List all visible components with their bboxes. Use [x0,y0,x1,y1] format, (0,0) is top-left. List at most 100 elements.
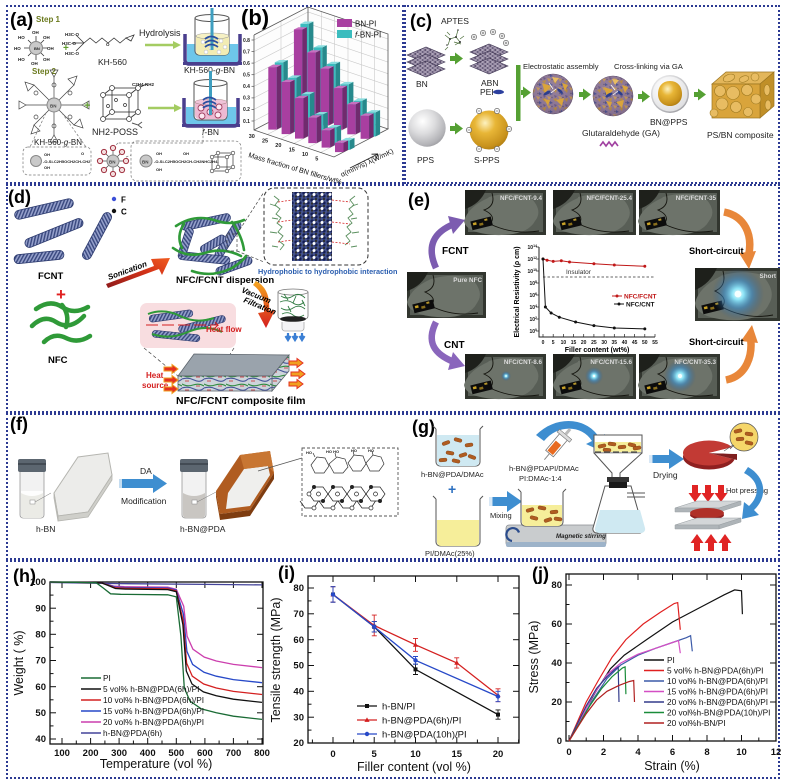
svg-text:(e): (e) [408,190,430,210]
svg-text:-O-Si-C2H5OCH2CH-CH2NHC2H4-: -O-Si-C2H5OCH2CH-CH2NHC2H4- [154,159,219,164]
svg-text:70: 70 [35,656,46,667]
svg-text:200: 200 [83,748,99,759]
svg-text:Short: Short [760,273,777,280]
svg-text:80: 80 [293,583,304,594]
svg-text:NFC/CNT-35.3: NFC/CNT-35.3 [674,359,716,366]
svg-text:0.1: 0.1 [243,119,250,125]
svg-text:PI: PI [103,673,111,683]
svg-text:Insulator: Insulator [566,269,592,276]
svg-text:Hot pressing: Hot pressing [726,486,768,495]
svg-text:Hydrolysis: Hydrolysis [139,28,181,38]
svg-text:HO: HO [14,46,21,51]
svg-text:(h): (h) [13,566,36,586]
svg-text:h-BN/PI: h-BN/PI [382,702,415,713]
svg-text:100: 100 [54,748,70,759]
svg-text:60: 60 [551,619,562,630]
svg-text:Stress (MPa): Stress (MPa) [527,621,541,694]
svg-text:+: + [56,285,66,304]
svg-text:0: 0 [557,736,562,747]
svg-text:+: + [63,43,69,54]
svg-text:30: 30 [249,134,255,140]
svg-text:80: 80 [551,580,562,591]
svg-text:PI:DMAc-1:4: PI:DMAc-1:4 [519,474,562,483]
svg-text:1014: 1014 [528,244,538,251]
svg-text:O: O [81,151,84,156]
svg-text:S-PPS: S-PPS [474,155,500,165]
svg-text:70: 70 [293,609,304,620]
svg-text:5: 5 [372,749,378,760]
svg-text:15: 15 [571,340,577,346]
svg-text:FCNT: FCNT [442,246,469,257]
svg-text:50: 50 [642,340,648,346]
svg-text:40: 40 [35,734,46,745]
svg-text:OH: OH [43,57,50,62]
svg-text:106: 106 [529,292,537,299]
svg-text:(j): (j) [532,564,549,584]
svg-text:102: 102 [529,316,537,323]
svg-text:90: 90 [35,603,46,614]
svg-text:-O-Si-C2H5OCH2CH-CH2: -O-Si-C2H5OCH2CH-CH2 [43,159,91,164]
svg-text:50: 50 [35,708,46,719]
svg-text:H3C-O: H3C-O [65,32,80,37]
svg-text:55: 55 [652,340,658,346]
svg-text:f-BN: f-BN [202,127,219,137]
svg-text:25: 25 [591,340,597,346]
svg-text:8: 8 [704,747,709,758]
svg-text:NFC/FCNT-35: NFC/FCNT-35 [676,195,717,202]
svg-text:Filler content (vol %): Filler content (vol %) [357,760,471,774]
svg-text:NH2-POSS: NH2-POSS [92,127,138,137]
svg-text:20: 20 [293,738,304,749]
svg-text:OH: OH [44,165,50,170]
svg-text:15 vol% h-BN@PDA(6h)/PI: 15 vol% h-BN@PDA(6h)/PI [667,687,768,697]
svg-text:BN: BN [34,46,40,51]
svg-text:0: 0 [566,747,571,758]
svg-text:50: 50 [293,661,304,672]
svg-text:0.5: 0.5 [243,73,250,79]
svg-text:Glutaraldehyde (GA): Glutaraldehyde (GA) [582,128,660,138]
svg-text:PPS: PPS [417,155,434,165]
svg-text:OH: OH [47,46,54,51]
svg-text:source: source [142,381,169,390]
svg-text:H3C-O: H3C-O [62,41,77,46]
svg-text:Strain (%): Strain (%) [644,759,700,773]
svg-text:(g): (g) [412,417,435,437]
svg-text:HO: HO [306,450,312,455]
svg-text:NFC/FCNT: NFC/FCNT [624,294,657,301]
svg-text:BN@PPS: BN@PPS [650,117,688,127]
svg-text:700: 700 [225,748,241,759]
svg-text:600: 600 [197,748,213,759]
svg-text:Mixing: Mixing [490,511,512,520]
svg-text:Pure NFC: Pure NFC [453,277,482,284]
svg-text:12: 12 [771,747,782,758]
svg-text:30: 30 [601,340,607,346]
svg-text:PS/BN composite: PS/BN composite [707,130,774,140]
svg-text:KH-560-g-BN: KH-560-g-BN [184,65,235,75]
svg-text:4: 4 [635,747,641,758]
svg-text:f-BN-PI: f-BN-PI [355,31,381,40]
svg-text:C: C [121,208,127,217]
svg-text:H3C-O: H3C-O [65,51,80,56]
svg-text:h-BN@PDAPI/DMAc: h-BN@PDAPI/DMAc [509,464,579,473]
svg-text:C2H4-NH2: C2H4-NH2 [132,82,155,87]
svg-text:OH: OH [32,30,39,35]
svg-text:NFC/FCNT-25.4: NFC/FCNT-25.4 [587,195,633,202]
svg-text:NFC/CNT-15.6: NFC/CNT-15.6 [590,359,632,366]
svg-text:DA: DA [140,466,152,476]
svg-text:h-BN@PDA: h-BN@PDA [180,524,226,534]
svg-text:5: 5 [315,156,318,162]
svg-text:300: 300 [111,748,127,759]
svg-text:1010: 1010 [528,268,538,275]
svg-text:0.2: 0.2 [243,107,250,113]
svg-text:10: 10 [736,747,747,758]
svg-text:(a): (a) [10,10,33,31]
svg-text:100: 100 [30,577,46,588]
svg-text:Electrical Resistivity (ρ cm): Electrical Resistivity (ρ cm) [514,246,521,337]
svg-text:Tensile strength (MPa): Tensile strength (MPa) [269,597,283,722]
svg-text:KH-560: KH-560 [98,57,127,67]
svg-text:5 vol% h-BN@PDA(6h)/PI: 5 vol% h-BN@PDA(6h)/PI [667,666,764,676]
svg-text:NFC/FCNT composite film: NFC/FCNT composite film [176,395,306,407]
svg-text:NFC/FCNT-9.4: NFC/FCNT-9.4 [500,195,542,202]
svg-text:Step 1: Step 1 [36,15,61,24]
svg-text:OH: OH [183,151,189,156]
svg-text:Modification: Modification [121,496,167,506]
